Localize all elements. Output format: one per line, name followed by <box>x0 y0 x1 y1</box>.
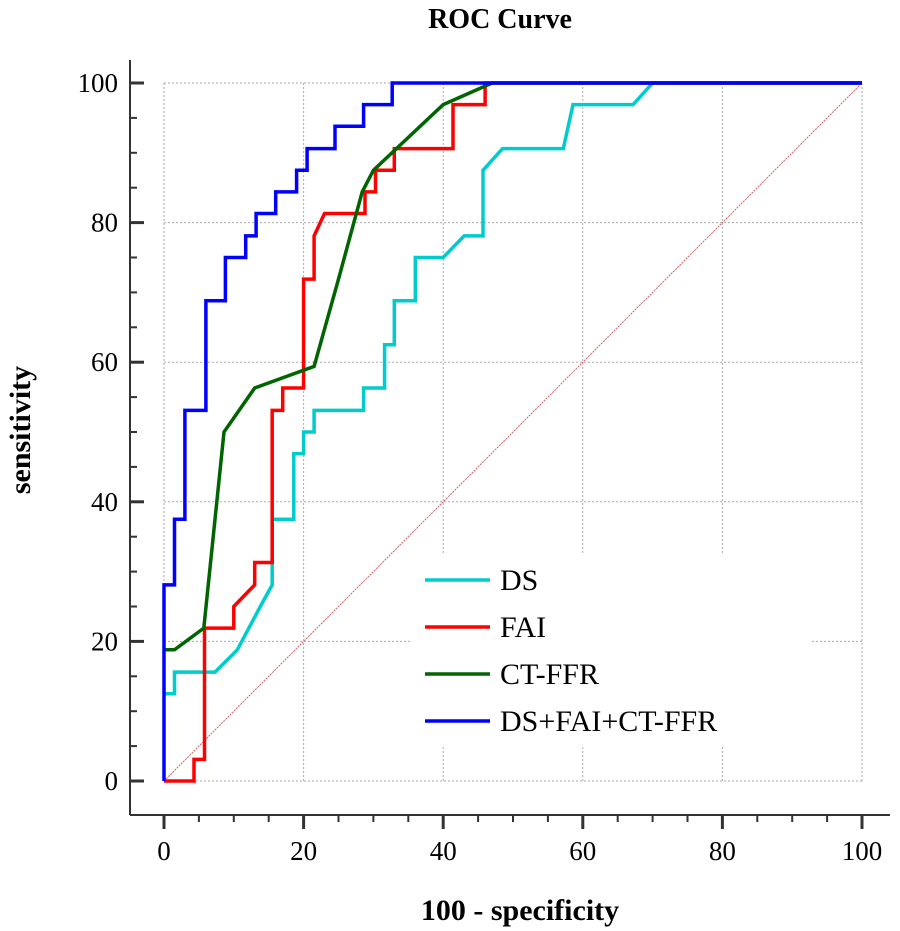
legend: DS FAI CT-FFR DS+FAI+CT-FFR <box>410 555 810 745</box>
x-tick-label: 60 <box>569 836 596 866</box>
legend-label: DS <box>500 564 538 597</box>
y-tick-label: 100 <box>78 68 119 98</box>
axes: 0 20 40 60 80 100 0 20 40 60 80 100 <box>78 60 890 866</box>
y-tick-label: 80 <box>91 208 118 238</box>
chance-diagonal-line <box>163 82 863 782</box>
y-tick-label: 0 <box>105 766 119 796</box>
series-lines <box>162 81 862 783</box>
x-axis-label: 100 - specificity <box>421 894 619 927</box>
series-line-fai <box>164 81 862 783</box>
legend-background <box>410 555 810 745</box>
x-tick-label: 80 <box>709 836 736 866</box>
series-line-ds <box>164 81 862 696</box>
x-tick-label: 100 <box>842 836 883 866</box>
legend-label: DS+FAI+CT-FFR <box>500 705 717 738</box>
reference-line <box>163 82 863 782</box>
x-tick-label: 20 <box>290 836 317 866</box>
y-tick-label: 20 <box>91 626 118 656</box>
legend-label: CT-FFR <box>500 658 599 691</box>
legend-label: FAI <box>500 611 546 644</box>
grid <box>163 82 863 782</box>
y-tick-label: 40 <box>91 487 118 517</box>
chart-title: ROC Curve <box>428 4 572 35</box>
x-tick-label: 0 <box>157 836 171 866</box>
series-line-ct-ffr <box>164 81 862 652</box>
series-line-ds-fai-ct-ffr <box>162 81 862 781</box>
y-axis-label: sensitivity <box>4 366 37 494</box>
y-tick-label: 60 <box>91 347 118 377</box>
x-tick-label: 40 <box>430 836 457 866</box>
